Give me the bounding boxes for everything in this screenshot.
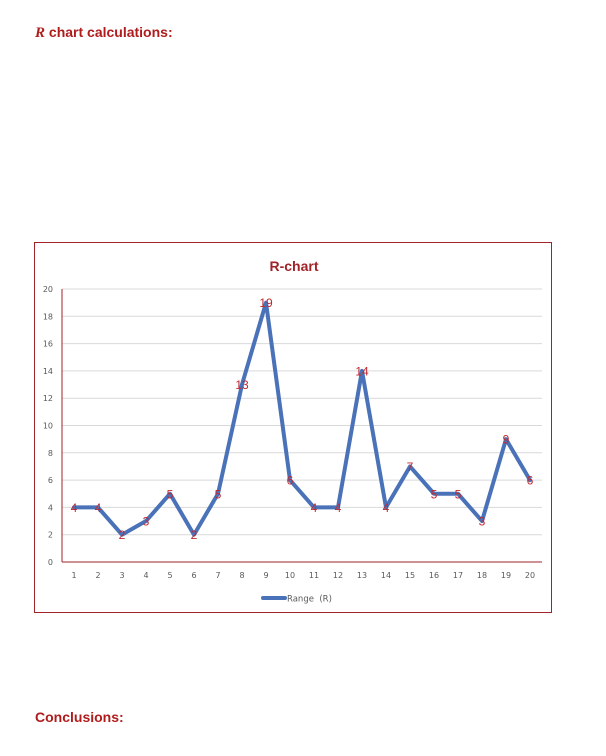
x-tick-label: 3 bbox=[119, 571, 124, 580]
x-tick-label: 10 bbox=[285, 571, 295, 580]
data-labels: 4 4 2 3 5 2 5 13 19 6 4 4 14 4 7 5 5 3 9 6 bbox=[71, 296, 534, 542]
series-range-r bbox=[72, 300, 532, 537]
y-tick-label: 6 bbox=[48, 476, 53, 485]
y-tick-label: 16 bbox=[43, 340, 53, 349]
data-label: 19 bbox=[259, 296, 273, 310]
data-label: 4 bbox=[95, 501, 102, 515]
data-point bbox=[528, 478, 532, 482]
x-tick-label: 8 bbox=[239, 571, 244, 580]
r-symbol: R bbox=[35, 25, 46, 41]
data-label: 6 bbox=[287, 474, 294, 488]
x-tick-label: 4 bbox=[143, 571, 148, 580]
data-point bbox=[504, 437, 508, 441]
x-tick-label: 16 bbox=[429, 571, 439, 580]
y-tick-label: 10 bbox=[43, 422, 53, 431]
chart-title: R-chart bbox=[269, 258, 318, 274]
data-label: 3 bbox=[143, 515, 150, 529]
data-label: 7 bbox=[407, 460, 414, 474]
data-point bbox=[168, 492, 172, 496]
conclusions-heading: Conclusions: bbox=[35, 709, 124, 725]
data-label: 5 bbox=[431, 487, 438, 501]
data-point bbox=[240, 383, 244, 387]
data-point bbox=[456, 492, 460, 496]
data-label: 3 bbox=[479, 515, 486, 529]
data-label: 5 bbox=[215, 487, 222, 501]
x-tick-labels: 1 2 3 4 5 6 7 8 9 10 11 12 13 14 15 16 17 18 19 20 bbox=[71, 571, 535, 580]
y-tick-label: 18 bbox=[43, 312, 53, 321]
data-point bbox=[72, 505, 76, 509]
x-tick-label: 12 bbox=[333, 571, 343, 580]
x-tick-label: 6 bbox=[191, 571, 196, 580]
x-tick-label: 9 bbox=[263, 571, 268, 580]
x-tick-label: 15 bbox=[405, 571, 415, 580]
data-point bbox=[96, 505, 100, 509]
data-label: 5 bbox=[455, 487, 462, 501]
data-point bbox=[192, 533, 196, 537]
x-tick-label: 5 bbox=[167, 571, 172, 580]
r-chart-container: R-chart 0 2 4 6 8 10 12 14 16 18 20 1 2 3 4 5 6 7 8 9 10 11 1… bbox=[34, 242, 552, 613]
data-point bbox=[432, 492, 436, 496]
data-label: 13 bbox=[235, 378, 249, 392]
x-tick-label: 20 bbox=[525, 571, 535, 580]
calculations-heading-text: chart calculations: bbox=[45, 24, 173, 40]
series-line bbox=[72, 300, 532, 537]
y-tick-label: 4 bbox=[48, 503, 53, 512]
data-label: 2 bbox=[119, 528, 126, 542]
x-tick-label: 11 bbox=[309, 571, 319, 580]
y-tick-label: 14 bbox=[43, 367, 53, 376]
data-label: 4 bbox=[383, 501, 390, 515]
y-tick-label: 8 bbox=[48, 449, 53, 458]
x-tick-label: 13 bbox=[357, 571, 367, 580]
data-point bbox=[480, 519, 484, 523]
y-tick-labels: 0 2 4 6 8 10 12 14 16 18 20 bbox=[43, 285, 53, 567]
data-label: 6 bbox=[527, 474, 534, 488]
data-point bbox=[216, 492, 220, 496]
data-point bbox=[408, 464, 412, 468]
x-tick-label: 7 bbox=[215, 571, 220, 580]
x-tick-label: 18 bbox=[477, 571, 487, 580]
axes bbox=[61, 289, 542, 563]
data-label: 4 bbox=[311, 501, 318, 515]
y-tick-label: 12 bbox=[43, 394, 53, 403]
data-point bbox=[384, 505, 388, 509]
x-tick-label: 19 bbox=[501, 571, 511, 580]
data-label: 2 bbox=[191, 528, 198, 542]
y-tick-label: 20 bbox=[43, 285, 53, 294]
data-label: 4 bbox=[335, 501, 342, 515]
x-tick-label: 2 bbox=[95, 571, 100, 580]
data-point bbox=[336, 505, 340, 509]
data-label: 5 bbox=[167, 487, 174, 501]
data-label: 4 bbox=[71, 501, 78, 515]
data-point bbox=[360, 369, 364, 373]
x-tick-label: 1 bbox=[71, 571, 76, 580]
data-point bbox=[120, 533, 124, 537]
x-tick-label: 14 bbox=[381, 571, 391, 580]
data-point bbox=[288, 478, 292, 482]
data-label: 9 bbox=[503, 433, 510, 447]
data-point bbox=[264, 301, 268, 305]
data-point bbox=[312, 505, 316, 509]
legend-label: Range (R) bbox=[287, 595, 332, 605]
data-label: 14 bbox=[355, 364, 369, 378]
y-tick-label: 2 bbox=[48, 531, 53, 540]
legend: Range (R) bbox=[261, 595, 332, 605]
x-tick-label: 17 bbox=[453, 571, 463, 580]
y-tick-label: 0 bbox=[48, 558, 53, 567]
gridlines bbox=[62, 288, 542, 536]
calculations-heading: R chart calculations: bbox=[35, 24, 173, 42]
data-point bbox=[144, 519, 148, 523]
